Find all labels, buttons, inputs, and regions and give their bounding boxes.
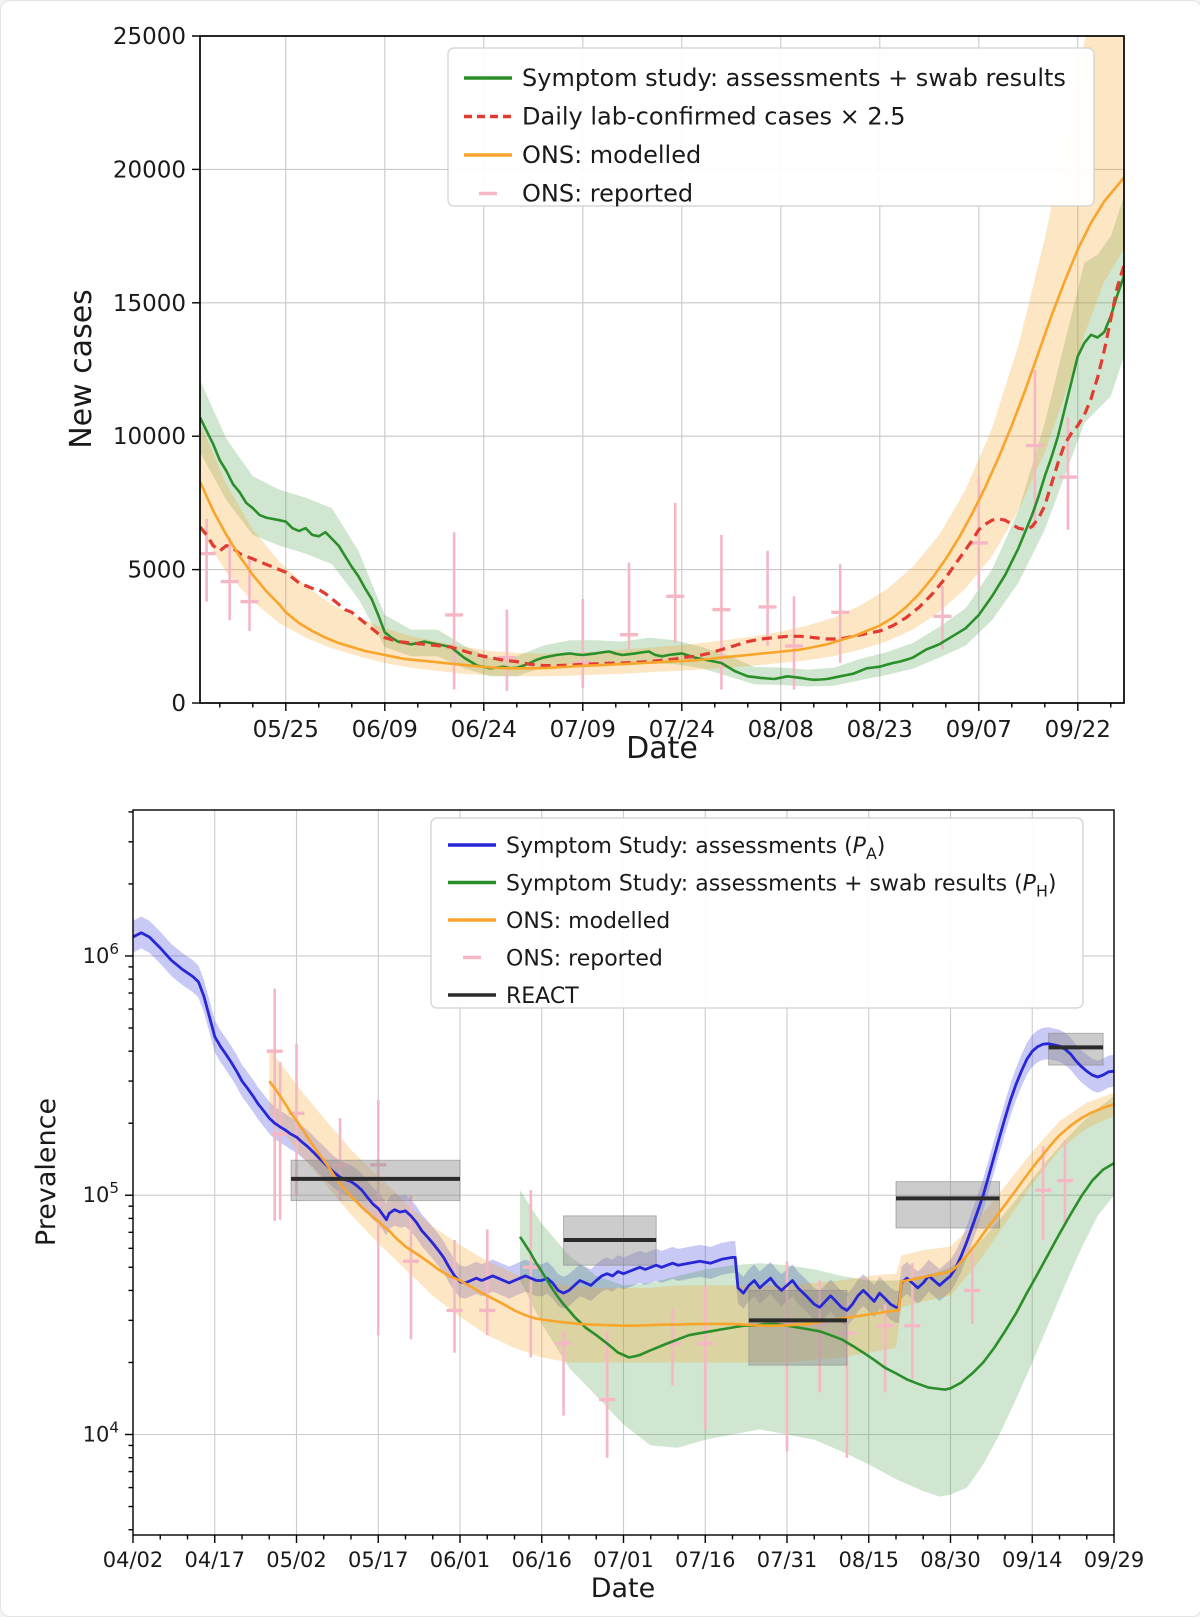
svg-text:15000: 15000 — [113, 291, 186, 317]
bottom-chart-prevalence: 04/02 04/17 05/02 05/17 06/01 06/16 07/01 07/16… — [83, 809, 1145, 1572]
error-bars-ons-reported — [200, 369, 1077, 691]
panel-border — [199, 35, 1125, 704]
error-bars-ons-reported — [266, 988, 1073, 1458]
svg-text:25000: 25000 — [113, 24, 186, 50]
legend-label-3: ONS: reported — [522, 180, 693, 208]
legend-label-0: Symptom Study: assessments (PA) — [506, 834, 885, 863]
svg-text:105: 105 — [83, 1179, 119, 1207]
legend-label-3: ONS: reported — [506, 947, 663, 972]
svg-text:20000: 20000 — [113, 157, 186, 183]
svg-text:104: 104 — [83, 1419, 119, 1447]
svg-text:05/25: 05/25 — [253, 717, 319, 743]
legend-label-4: REACT — [506, 984, 579, 1009]
line-series-2 — [200, 176, 1124, 670]
legend: Symptom study: assessments + swab result… — [447, 47, 1095, 208]
bottom-x-axis-label: Date — [591, 1573, 656, 1604]
band-series-2 — [200, 36, 1124, 677]
line-series-1 — [200, 264, 1124, 668]
svg-text:06/16: 06/16 — [511, 1548, 572, 1572]
axis-ticks — [125, 811, 1115, 1543]
svg-text:10000: 10000 — [113, 424, 186, 450]
svg-text:06/09: 06/09 — [352, 717, 418, 743]
svg-text:05/02: 05/02 — [266, 1548, 327, 1572]
legend-label-2: ONS: modelled — [522, 141, 701, 169]
legend-label-2: ONS: modelled — [506, 909, 670, 934]
svg-text:07/24: 07/24 — [649, 717, 715, 743]
svg-text:5000: 5000 — [127, 558, 186, 584]
svg-text:08/15: 08/15 — [838, 1548, 899, 1572]
top-x-axis-label: Date — [626, 731, 698, 766]
svg-text:05/17: 05/17 — [348, 1548, 409, 1572]
tick-labels: 04/02 04/17 05/02 05/17 06/01 06/16 07/01 07/16… — [83, 940, 1145, 1572]
svg-text:06/24: 06/24 — [451, 717, 517, 743]
legend: Symptom Study: assessments (PA) Symptom S… — [430, 817, 1084, 1009]
legend-label-0: Symptom study: assessments + swab result… — [522, 64, 1066, 92]
plot-area — [133, 916, 1114, 1497]
svg-text:09/29: 09/29 — [1084, 1548, 1145, 1572]
svg-text:07/01: 07/01 — [593, 1548, 654, 1572]
tick-labels: 05/25 06/09 06/24 07/09 07/24 08/08 08/23 09/07… — [113, 24, 1111, 743]
svg-text:08/23: 08/23 — [847, 717, 913, 743]
svg-text:106: 106 — [83, 940, 119, 968]
react-center-lines — [291, 1045, 1104, 1323]
svg-text:09/07: 09/07 — [946, 717, 1012, 743]
line-series-0 — [200, 275, 1124, 682]
svg-text:09/14: 09/14 — [1002, 1548, 1063, 1572]
line-series-2 — [268, 1080, 1114, 1327]
svg-text:04/02: 04/02 — [103, 1548, 164, 1572]
band-series-1 — [520, 1095, 1114, 1497]
svg-text:08/08: 08/08 — [748, 717, 814, 743]
svg-text:07/09: 07/09 — [550, 717, 616, 743]
legend-label-1: Daily lab-confirmed cases × 2.5 — [522, 103, 906, 131]
bottom-y-axis-label: Prevalence — [31, 1098, 62, 1246]
top-y-axis-label: New cases — [64, 289, 99, 449]
legend-label-1: Symptom Study: assessments + swab result… — [506, 872, 1056, 901]
plot-area — [200, 36, 1124, 691]
svg-text:0: 0 — [171, 691, 186, 717]
axis-ticks — [192, 35, 1112, 711]
svg-text:09/22: 09/22 — [1045, 717, 1111, 743]
svg-text:07/16: 07/16 — [675, 1548, 736, 1572]
svg-text:04/17: 04/17 — [184, 1548, 245, 1572]
band-series-2 — [269, 1048, 1114, 1363]
top-chart-new-cases: 05/25 06/09 06/24 07/09 07/24 08/08 08/23 09/07… — [113, 24, 1125, 743]
svg-text:08/30: 08/30 — [920, 1548, 981, 1572]
svg-text:06/01: 06/01 — [430, 1548, 491, 1572]
svg-text:07/31: 07/31 — [757, 1548, 818, 1572]
